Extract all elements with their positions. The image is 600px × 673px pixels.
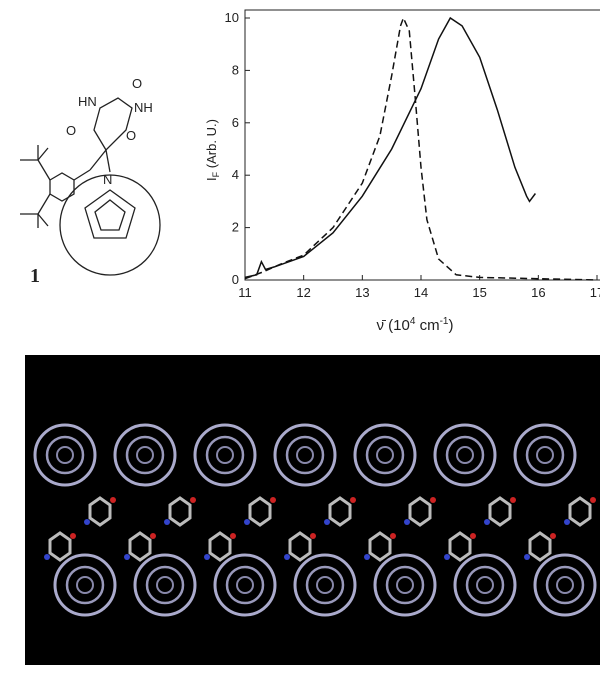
oxygen: [390, 533, 396, 539]
x-tick-label: 15: [472, 285, 486, 300]
benzene: [50, 173, 74, 201]
fullerene-face: [95, 200, 125, 230]
x-axis-label: ν̄ (104 cm-1): [377, 316, 454, 334]
figure: HN O NH O O N 1 IF (Arb. U.) ν̄ (104 cm-…: [0, 0, 600, 673]
nitrogen: [84, 519, 90, 525]
oxygen: [110, 497, 116, 503]
bond: [38, 160, 50, 180]
compound-number: 1: [30, 265, 40, 287]
nitrogen: [364, 554, 370, 560]
atom-label: N: [103, 172, 112, 187]
x-tick-label: 14: [414, 285, 428, 300]
atom-label: NH: [134, 100, 153, 115]
x-tick-label: 11: [238, 285, 252, 300]
oxygen: [150, 533, 156, 539]
bond: [106, 150, 110, 172]
label-part: ν̄ (10: [377, 317, 410, 334]
oxygen: [470, 533, 476, 539]
oxygen: [270, 497, 276, 503]
nitrogen: [484, 519, 490, 525]
line-series: [245, 18, 535, 277]
molecule: HN O NH O O N 1: [20, 76, 160, 287]
nitrogen: [404, 519, 410, 525]
oxygen: [310, 533, 316, 539]
oxygen: [550, 533, 556, 539]
y-tick-label: 2: [232, 220, 239, 235]
bond: [38, 194, 50, 214]
label-part: ): [449, 317, 454, 334]
atom-label: O: [126, 128, 136, 143]
nitrogen: [124, 554, 130, 560]
fullerene-face: [85, 190, 135, 238]
x-tick-label: 17: [590, 285, 600, 300]
nitrogen: [44, 554, 50, 560]
nitrogen: [204, 554, 210, 560]
oxygen: [430, 497, 436, 503]
oxygen: [590, 497, 596, 503]
oxygen: [350, 497, 356, 503]
nitrogen: [324, 519, 330, 525]
atom-label: O: [132, 76, 142, 91]
nitrogen: [564, 519, 570, 525]
label-part: cm: [415, 317, 439, 334]
oxygen: [510, 497, 516, 503]
atom-label: O: [66, 123, 76, 138]
y-axis-label: IF (Arb. U.): [204, 119, 221, 181]
label-part: (Arb. U.): [204, 119, 219, 172]
x-tick-label: 13: [355, 285, 369, 300]
nitrogen: [444, 554, 450, 560]
atom-label: HN: [78, 94, 97, 109]
oxygen: [230, 533, 236, 539]
x-tick-label: 16: [531, 285, 545, 300]
oxygen: [190, 497, 196, 503]
y-tick-label: 4: [232, 167, 239, 182]
bond: [74, 170, 90, 180]
bond: [38, 148, 48, 160]
plot-frame: [245, 10, 600, 280]
y-tick-label: 10: [225, 10, 239, 25]
x-tick-label: 12: [296, 285, 310, 300]
oxygen: [70, 533, 76, 539]
bond: [38, 214, 48, 226]
y-tick-label: 6: [232, 115, 239, 130]
nitrogen: [164, 519, 170, 525]
nitrogen: [524, 554, 530, 560]
line-series: [245, 18, 597, 280]
nitrogen: [284, 554, 290, 560]
nitrogen: [244, 519, 250, 525]
bond: [90, 150, 106, 170]
y-tick-label: 8: [232, 62, 239, 77]
